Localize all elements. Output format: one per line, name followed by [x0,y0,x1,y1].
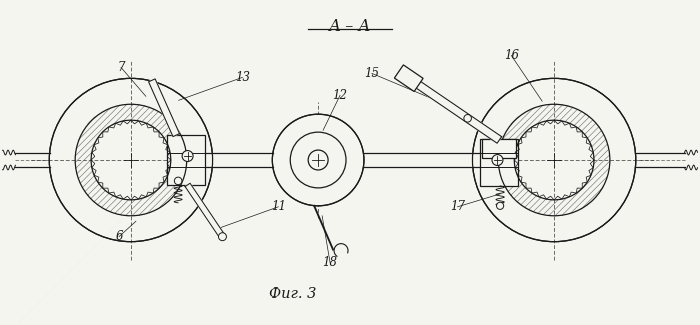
Text: 13: 13 [235,71,250,84]
Circle shape [174,177,182,185]
Bar [480,139,518,186]
Circle shape [496,202,504,209]
Polygon shape [407,75,502,143]
Text: 6: 6 [116,230,122,243]
Circle shape [464,114,471,122]
Text: 11: 11 [271,200,286,213]
Circle shape [272,114,364,206]
Text: 16: 16 [504,49,519,62]
Bar [394,65,423,92]
Text: 12: 12 [332,89,347,102]
Text: 7: 7 [117,61,125,74]
Text: 17: 17 [450,200,465,213]
Circle shape [473,78,636,242]
Bar [167,135,204,185]
Bar [482,139,517,158]
Circle shape [182,150,193,162]
Text: 18: 18 [323,256,337,269]
Polygon shape [148,79,179,136]
Text: Фиг. 3: Фиг. 3 [269,287,316,301]
Circle shape [218,233,226,241]
Circle shape [49,78,213,242]
Text: 15: 15 [365,67,379,80]
Text: А – А: А – А [329,18,371,35]
Polygon shape [185,183,225,238]
Circle shape [492,154,503,165]
